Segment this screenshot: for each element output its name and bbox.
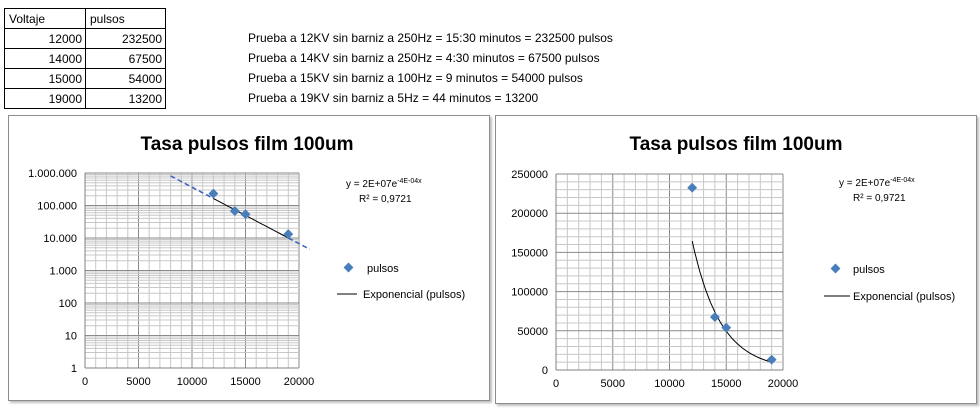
trendline-fit — [691, 240, 772, 363]
note-cell[interactable]: Prueba a 12KV sin barniz a 250Hz = 15:30… — [248, 31, 613, 45]
chart-log-svg: Tasa pulsos film 100um 0 5000 10000 15000 20… — [28, 134, 465, 388]
chart-title: Tasa pulsos film 100um — [141, 134, 354, 155]
x-tick-label: 10000 — [654, 378, 685, 390]
cell-pulsos[interactable]: 67500 — [85, 49, 166, 69]
axes: 0 5000 10000 15000 20000 1 10 100 1.000 10.000 100… — [28, 168, 314, 388]
chart-linear-scale[interactable]: Tasa pulsos film 100um 0 5000 10000 15000 20… — [495, 115, 977, 404]
x-tick-label: 20000 — [284, 376, 315, 388]
trendline — [170, 175, 311, 250]
x-tick-label: 0 — [82, 376, 88, 388]
legend-label-pulsos: pulsos — [853, 264, 885, 276]
trend-equation: y = 2E+07e-4E-04x — [346, 178, 422, 190]
plot-grid — [555, 173, 784, 371]
r-squared: R² = 0,9721 — [359, 194, 412, 205]
note-cell[interactable]: Prueba a 14KV sin barniz a 250Hz = 4:30 … — [248, 51, 600, 65]
y-tick-label: 150000 — [511, 247, 548, 259]
x-tick-label: 10000 — [177, 376, 208, 388]
y-tick-label: 0 — [542, 365, 548, 377]
data-point — [229, 206, 240, 216]
cell-voltaje[interactable]: 15000 — [4, 69, 85, 89]
cell-voltaje[interactable]: 12000 — [4, 29, 85, 49]
y-tick-label: 50000 — [517, 326, 548, 338]
x-tick-label: 15000 — [711, 378, 742, 390]
data-points — [687, 182, 777, 365]
axes: 0 5000 10000 15000 2000005000010000015000020… — [511, 169, 798, 390]
y-tick-label: 100.000 — [37, 201, 77, 213]
y-tick-label: 100000 — [511, 287, 548, 299]
data-point — [721, 322, 732, 333]
y-tick-label: 200000 — [511, 208, 548, 220]
y-tick-label: 1.000.000 — [28, 168, 77, 180]
note-cell[interactable]: Prueba a 15KV sin barniz a 100Hz = 9 min… — [248, 71, 583, 85]
trendline-forecast — [170, 175, 214, 200]
trendline — [691, 240, 772, 363]
chart-title: Tasa pulsos film 100um — [630, 134, 843, 155]
legend-label-trend: Exponencial (pulsos) — [853, 291, 955, 303]
plot-grid — [84, 172, 300, 369]
cell-voltaje[interactable]: 14000 — [4, 49, 85, 69]
chart-log-scale[interactable]: Tasa pulsos film 100um 0 5000 10000 15000 20… — [8, 115, 490, 401]
legend[interactable]: pulsos Exponencial (pulsos) — [337, 262, 465, 301]
y-tick-label: 1.000 — [49, 266, 77, 278]
data-point — [687, 182, 698, 193]
legend-marker-pulsos — [830, 263, 841, 274]
header-cell-voltaje[interactable]: Voltaje — [4, 8, 85, 29]
trend-equation: y = 2E+07e-4E-04x — [839, 177, 915, 189]
y-tick-label: 100 — [59, 298, 77, 310]
x-tick-label: 0 — [553, 378, 559, 390]
data-points — [208, 188, 294, 240]
x-tick-label: 15000 — [230, 376, 261, 388]
chart-linear-svg: Tasa pulsos film 100um 0 5000 10000 15000 20… — [511, 134, 955, 390]
y-tick-label: 250000 — [511, 169, 548, 181]
data-point — [240, 209, 251, 220]
data-point — [766, 354, 777, 365]
legend-label-pulsos: pulsos — [367, 263, 399, 275]
r-squared: R² = 0,9721 — [853, 193, 906, 204]
y-tick-label: 10.000 — [43, 233, 77, 245]
y-tick-label: 1 — [71, 363, 77, 375]
trendline-forecast — [287, 237, 311, 250]
data-point — [283, 229, 294, 240]
cell-pulsos[interactable]: 232500 — [85, 29, 166, 49]
header-cell-pulsos[interactable]: pulsos — [85, 8, 166, 29]
data-point — [208, 188, 219, 199]
legend-label-trend: Exponencial (pulsos) — [363, 289, 465, 301]
x-tick-label: 5000 — [126, 376, 150, 388]
note-cell[interactable]: Prueba a 19KV sin barniz a 5Hz = 44 minu… — [248, 91, 539, 105]
cell-pulsos[interactable]: 13200 — [85, 89, 166, 109]
data-point — [709, 312, 720, 323]
cell-pulsos[interactable]: 54000 — [85, 69, 166, 89]
y-tick-label: 10 — [65, 331, 77, 343]
x-tick-label: 20000 — [768, 378, 799, 390]
legend-marker-pulsos — [343, 262, 354, 273]
trendline-fit — [213, 198, 289, 239]
x-tick-label: 5000 — [601, 378, 625, 390]
cell-voltaje[interactable]: 19000 — [4, 89, 85, 109]
legend[interactable]: pulsos Exponencial (pulsos) — [824, 263, 955, 303]
